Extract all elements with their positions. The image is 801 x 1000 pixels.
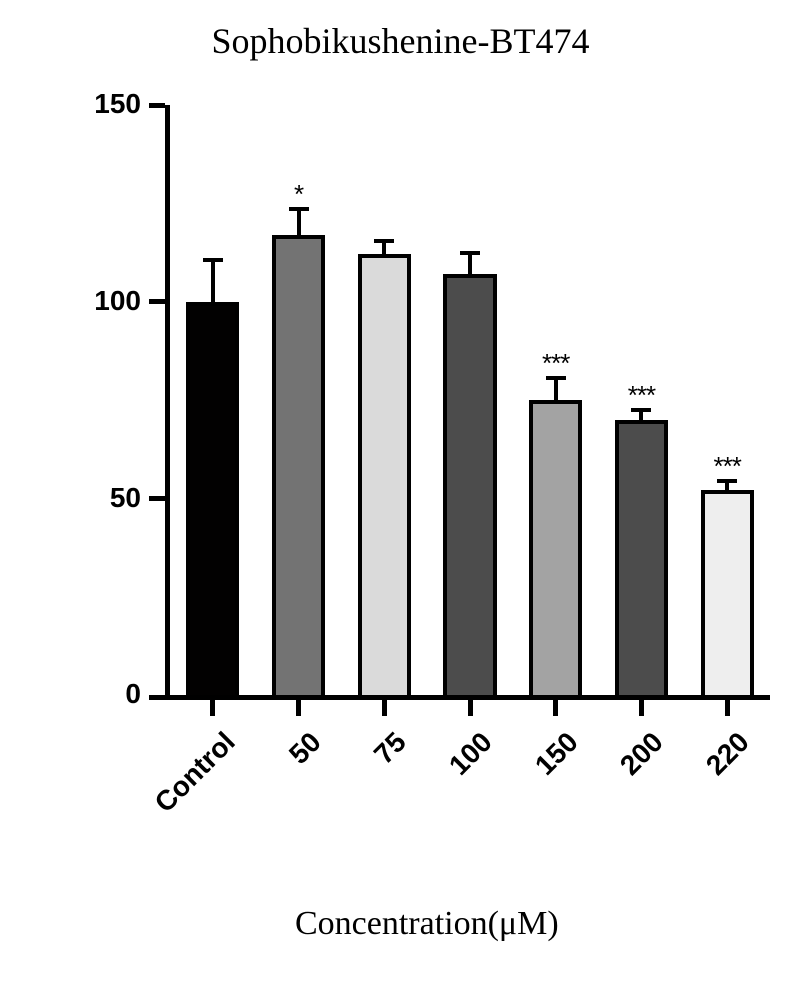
x-tick xyxy=(210,700,215,716)
x-tick xyxy=(468,700,473,716)
x-tick-label: 150 xyxy=(420,726,584,890)
significance-marker: * xyxy=(259,179,339,210)
x-tick-label: Control xyxy=(77,726,241,890)
error-cap xyxy=(460,251,480,255)
y-tick xyxy=(149,695,165,700)
x-tick-label: 50 xyxy=(163,726,327,890)
bar xyxy=(272,235,325,695)
y-tick-label: 0 xyxy=(61,678,141,710)
plot-region: 050100150Control*5075100***150***200***2… xyxy=(170,105,770,695)
y-tick-label: 50 xyxy=(61,482,141,514)
error-bar xyxy=(211,258,215,301)
x-tick xyxy=(639,700,644,716)
x-tick-label: 220 xyxy=(592,726,756,890)
y-tick xyxy=(149,496,165,501)
chart-area: Relative cell viability(%) Concentration… xyxy=(35,105,775,975)
bar xyxy=(358,254,411,695)
y-tick-label: 100 xyxy=(61,285,141,317)
significance-marker: *** xyxy=(601,380,681,411)
bar xyxy=(701,490,754,695)
x-tick xyxy=(725,700,730,716)
y-axis xyxy=(165,105,170,700)
x-axis-label: Concentration(μM) xyxy=(295,905,559,943)
y-tick-label: 150 xyxy=(61,88,141,120)
significance-marker: *** xyxy=(516,348,596,379)
y-tick xyxy=(149,299,165,304)
x-tick xyxy=(382,700,387,716)
x-tick-label: 100 xyxy=(335,726,499,890)
bar xyxy=(615,420,668,695)
chart-title: Sophobikushenine-BT474 xyxy=(0,20,801,62)
y-axis-label: Relative cell viability(%) xyxy=(0,232,1,576)
y-tick xyxy=(149,103,165,108)
x-tick xyxy=(296,700,301,716)
x-tick-label: 75 xyxy=(249,726,413,890)
error-bar xyxy=(297,207,301,235)
bar xyxy=(443,274,496,695)
x-tick-label: 200 xyxy=(506,726,670,890)
error-cap xyxy=(203,258,223,262)
error-cap xyxy=(374,239,394,243)
significance-marker: *** xyxy=(687,451,767,482)
x-tick xyxy=(553,700,558,716)
bar xyxy=(529,400,582,695)
bar xyxy=(186,302,239,695)
